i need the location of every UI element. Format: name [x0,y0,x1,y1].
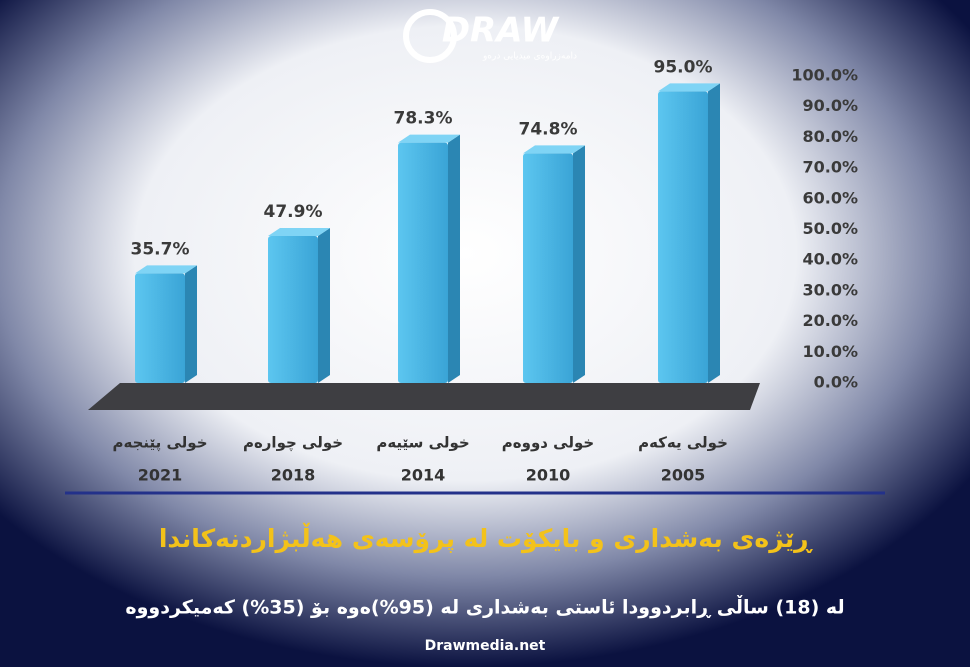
x-tick-year: 2010 [526,466,571,485]
x-tick-label: خولی چوارەم [243,434,343,453]
bar [523,153,573,383]
value-label: 95.0% [654,57,713,77]
bar [398,142,448,383]
bar-top [398,134,460,143]
bar-top [658,83,720,92]
value-label: 35.7% [131,239,190,259]
value-label: 47.9% [264,202,323,222]
y-tick-label: 30.0% [802,280,858,299]
y-tick-label: 50.0% [802,219,858,238]
y-tick-label: 80.0% [802,127,858,146]
x-tick-year: 2018 [271,466,316,485]
x-tick-year: 2005 [661,466,706,485]
footer: Drawmedia.net [425,638,546,654]
y-tick-label: 90.0% [802,96,858,115]
bar [268,235,318,383]
logo-tagline: دامەزراوەی میدیایی درەو [482,52,577,62]
logo-mark [403,9,457,63]
y-tick-label: 100.0% [791,66,858,85]
value-label: 74.8% [519,119,578,139]
bar [658,91,708,383]
bar-top [523,145,585,154]
subheadline: لە (18) ساڵی ڕابردوودا ئاستی بەشداری لە … [125,595,844,619]
value-label: 78.3% [394,109,453,129]
bar [135,273,185,383]
x-tick-label: خولی یەکەم [638,434,728,452]
bar-top [135,265,197,274]
plot: 0.0% 10.0% 20.0% 30.0% 40.0% 50.0% 60.0% 70.0% 8… [112,57,858,484]
y-tick-label: 40.0% [802,250,858,269]
y-tick-label: 20.0% [802,311,858,330]
x-tick-label: خولی پێنجەم [112,434,207,453]
y-tick-label: 70.0% [802,158,858,177]
x-tick-label: خولی دووەم [502,434,594,452]
x-tick-label: خولی سێیەم [376,434,469,452]
bar-side [318,227,330,383]
bar-side [448,134,460,383]
bar-side [573,145,585,383]
y-tick-label: 10.0% [802,342,858,361]
logo-brand: DRAW [442,11,560,51]
bar-side [185,265,197,383]
bar-side [708,83,720,383]
chart-floor [88,383,760,410]
x-tick-year: 2021 [138,466,183,485]
y-tick-label: 0.0% [814,373,858,392]
y-tick-label: 60.0% [802,188,858,207]
x-tick-year: 2014 [401,466,446,485]
bar-top [268,227,330,236]
logo: DRAW دامەزراوەی میدیایی درەو [403,9,577,63]
headline: ڕێژەی بەشداری و بایکۆت لە پرۆسەی هەڵبژار… [159,522,813,554]
